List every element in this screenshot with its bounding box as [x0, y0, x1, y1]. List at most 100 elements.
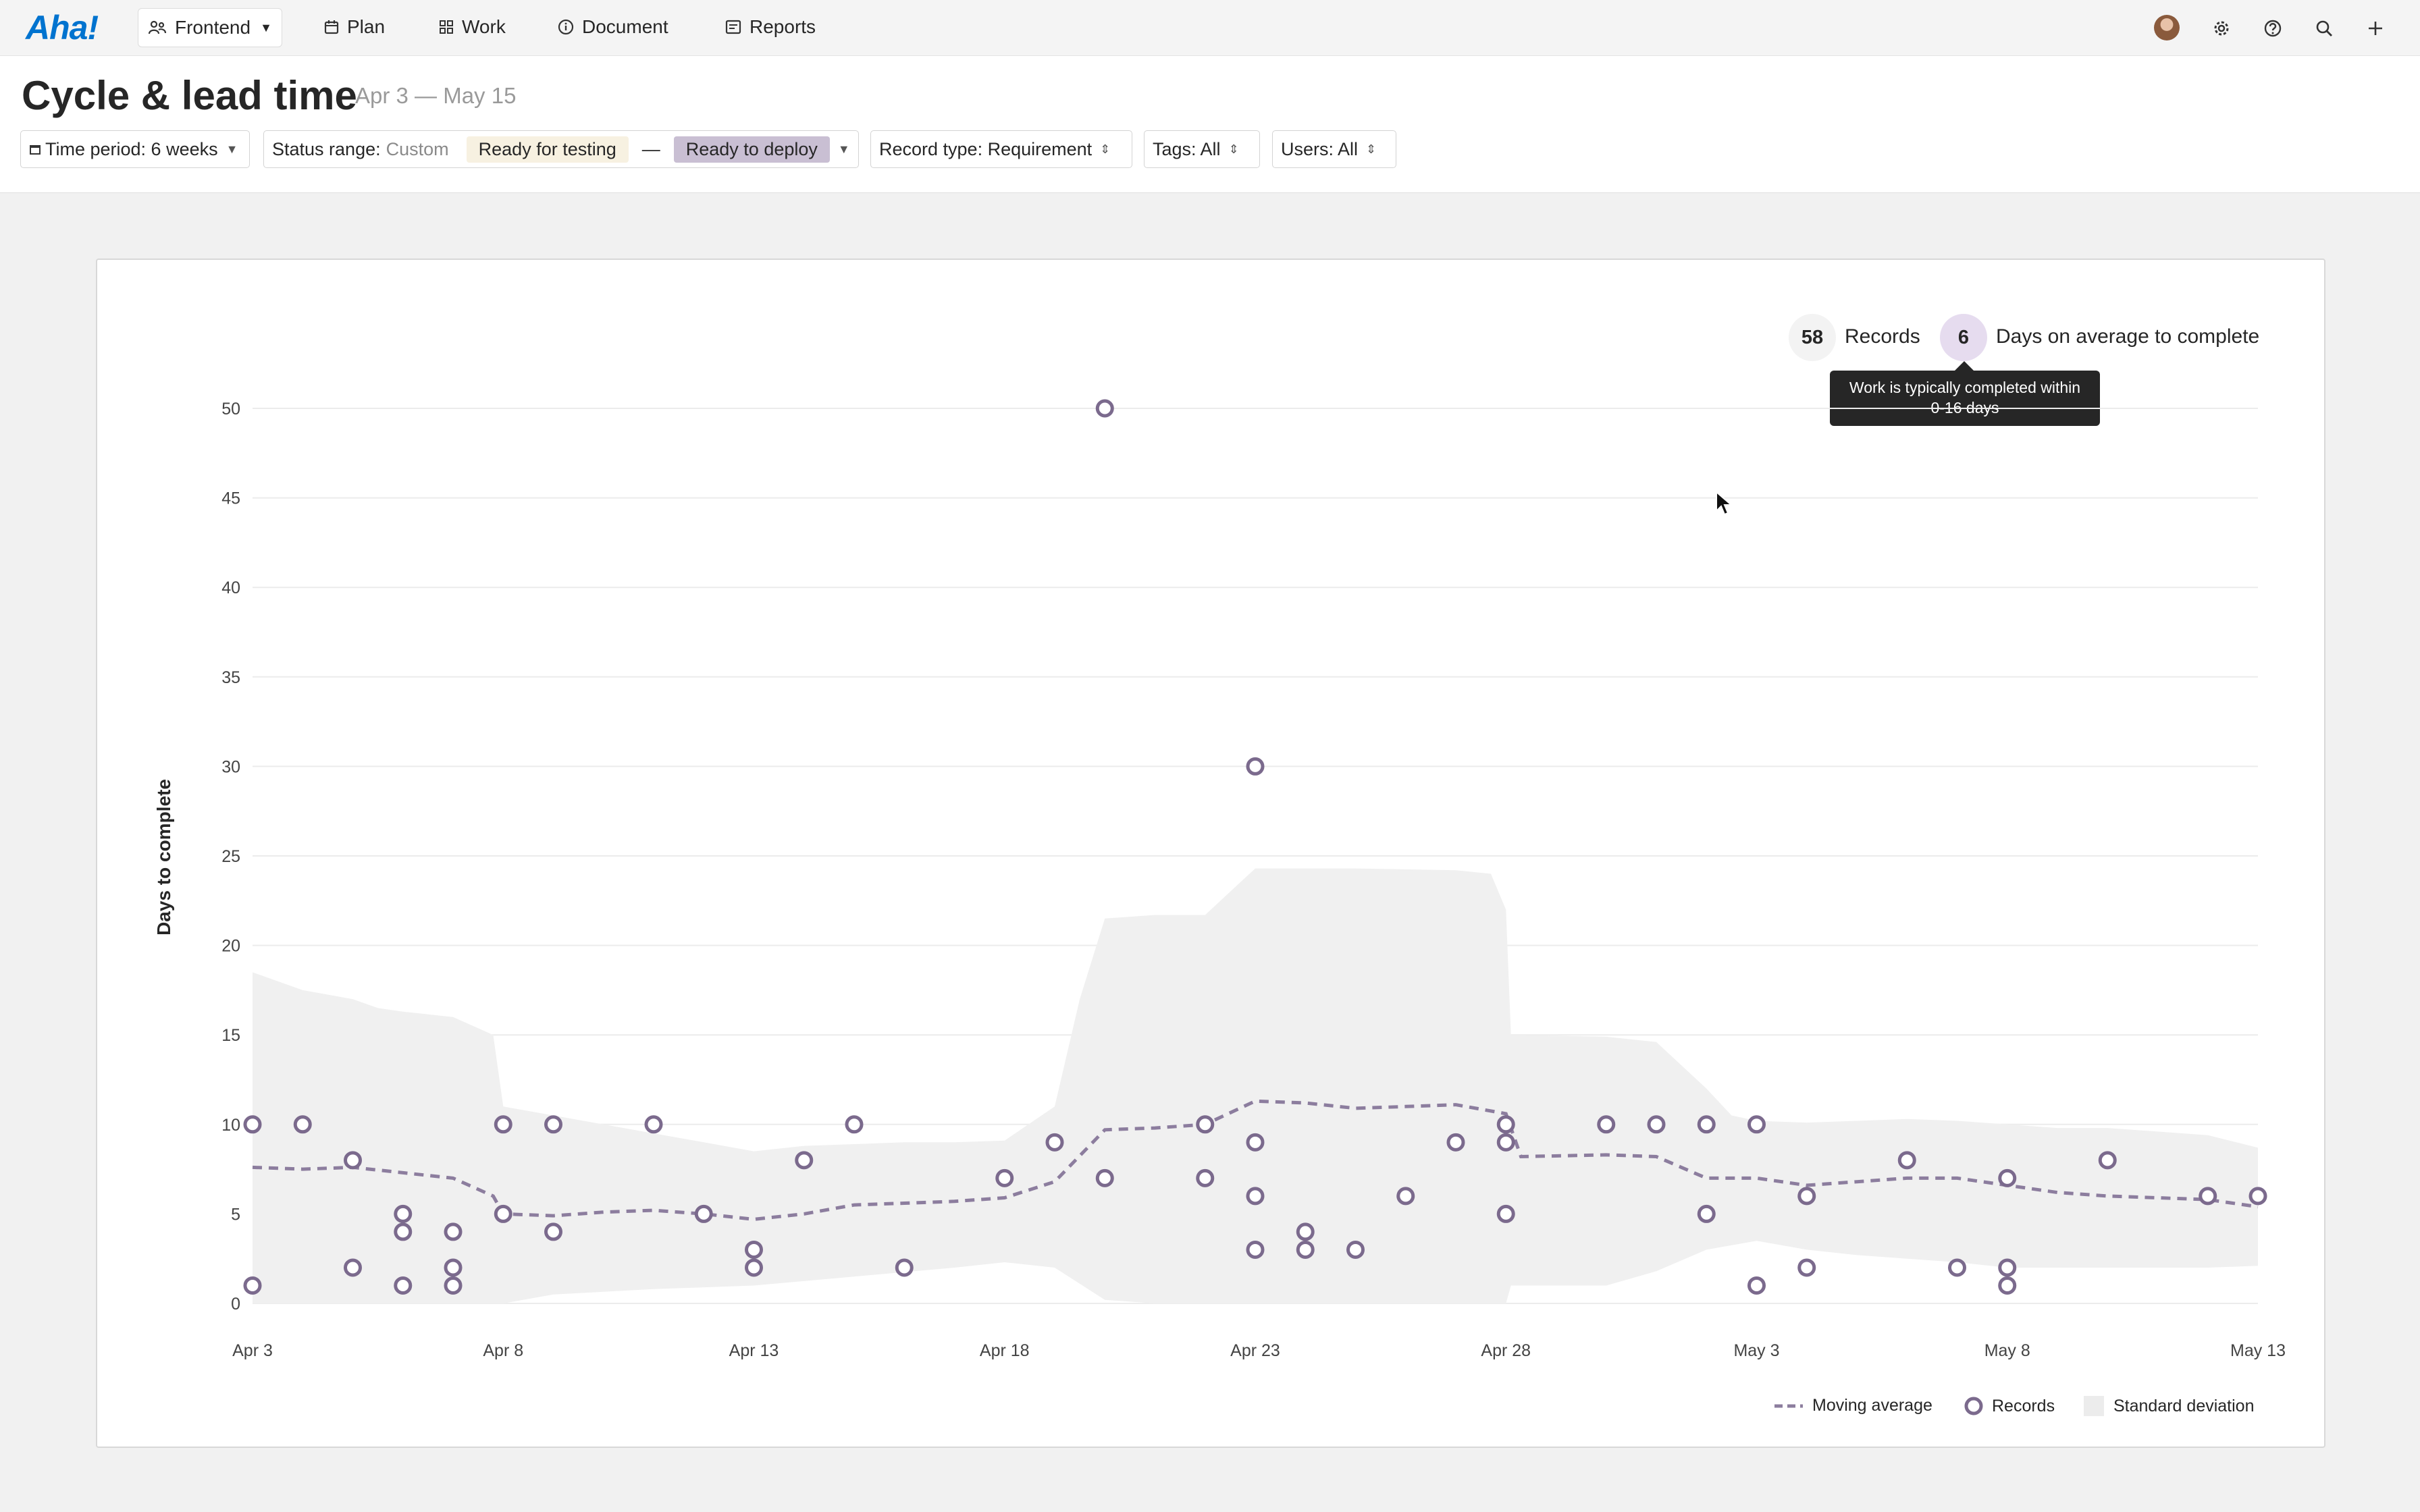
x-tick-label: Apr 13	[729, 1341, 779, 1360]
report-icon	[725, 20, 741, 34]
y-tick-label: 15	[221, 1026, 240, 1045]
status-range-filter[interactable]: Status range: Custom Ready for testing —…	[263, 130, 859, 168]
status-to-pill[interactable]: Ready to deploy	[673, 136, 830, 163]
record-point	[644, 1115, 663, 1134]
record-point	[1446, 1133, 1465, 1152]
records-count-badge: 58	[1789, 314, 1836, 361]
tags-label: Tags: All	[1153, 138, 1221, 159]
y-tick-label: 35	[221, 668, 240, 687]
nav-work-label: Work	[462, 16, 506, 37]
std-dev-band	[253, 868, 2258, 1303]
record-point	[394, 1222, 413, 1241]
calendar-icon	[30, 145, 41, 155]
workspace-name: Frontend	[175, 17, 251, 38]
x-tick-label: May 13	[2230, 1341, 2286, 1360]
help-icon[interactable]	[2259, 15, 2286, 42]
record-point	[1045, 1133, 1064, 1152]
record-point	[344, 1151, 362, 1170]
nav-document[interactable]: Document	[548, 8, 678, 46]
record-point	[2098, 1151, 2117, 1170]
x-tick-label: Apr 18	[980, 1341, 1030, 1360]
legend-records-label: Records	[1992, 1396, 2055, 1415]
record-point	[243, 1276, 262, 1295]
record-point	[1496, 1133, 1515, 1152]
avg-days-badge[interactable]: 6	[1940, 314, 1987, 361]
mouse-cursor-icon	[1716, 491, 1733, 516]
chevron-down-icon: ▼	[226, 142, 238, 156]
time-period-filter[interactable]: Time period: 6 weeks ▼	[20, 130, 250, 168]
report-header: Cycle & lead time Apr 3 — May 15 Time pe…	[0, 56, 2420, 193]
record-point	[1246, 757, 1265, 776]
record-point	[293, 1115, 312, 1134]
record-point	[1496, 1204, 1515, 1223]
tags-filter[interactable]: Tags: All ⇕	[1144, 130, 1260, 168]
moving-average-line	[252, 1099, 2259, 1221]
workspace-switcher[interactable]: Frontend ▼	[138, 8, 282, 47]
gear-icon[interactable]	[2208, 15, 2235, 42]
nav-reports[interactable]: Reports	[716, 8, 825, 46]
record-point	[795, 1151, 814, 1170]
record-point	[494, 1115, 512, 1134]
users-filter[interactable]: Users: All ⇕	[1272, 130, 1396, 168]
record-point	[895, 1258, 914, 1277]
record-point	[1697, 1115, 1716, 1134]
plus-icon[interactable]	[2362, 15, 2389, 42]
record-point	[444, 1276, 463, 1295]
calendar-icon	[324, 20, 339, 34]
record-point	[1095, 1168, 1114, 1187]
record-point	[544, 1115, 562, 1134]
user-avatar[interactable]	[2154, 15, 2180, 40]
record-point	[1747, 1276, 1766, 1295]
nav-plan-label: Plan	[347, 16, 386, 37]
aha-logo[interactable]: Aha!	[26, 9, 99, 47]
search-icon[interactable]	[2311, 15, 2338, 42]
team-icon	[148, 20, 167, 34]
status-separator: —	[641, 138, 660, 159]
tooltip-arrow	[1955, 361, 1974, 371]
chart-card: 58 Records 6 Days on average to complete…	[96, 259, 2325, 1448]
legend-records: Records	[1964, 1396, 2055, 1416]
record-point	[1246, 1240, 1265, 1259]
record-point	[1396, 1187, 1415, 1206]
record-points	[243, 399, 2267, 1295]
legend-moving-average-label: Moving average	[1812, 1396, 1932, 1415]
record-point	[745, 1240, 763, 1259]
record-point	[444, 1222, 463, 1241]
record-point	[845, 1115, 864, 1134]
y-tick-label: 5	[231, 1205, 240, 1224]
y-tick-label: 45	[221, 489, 240, 508]
record-point	[1797, 1187, 1816, 1206]
square-swatch-icon	[2084, 1396, 2104, 1416]
legend-std-dev: Standard deviation	[2084, 1396, 2254, 1416]
record-point	[544, 1222, 562, 1241]
x-tick-label: May 8	[1984, 1341, 2030, 1360]
record-point	[1797, 1258, 1816, 1277]
y-tick-label: 20	[221, 937, 240, 956]
nav-plan[interactable]: Plan	[315, 8, 394, 46]
record-point	[1296, 1222, 1315, 1241]
sort-arrows-icon: ⇕	[1366, 142, 1377, 156]
chevron-down-icon: ▼	[837, 142, 850, 156]
legend-std-dev-label: Standard deviation	[2113, 1396, 2255, 1415]
y-tick-label: 0	[231, 1295, 240, 1314]
status-range-label: Status range:	[272, 138, 381, 159]
record-type-filter[interactable]: Record type: Requirement ⇕	[870, 130, 1132, 168]
nav-reports-label: Reports	[749, 16, 816, 37]
sort-arrows-icon: ⇕	[1228, 142, 1239, 156]
record-type-label: Record type: Requirement	[879, 138, 1093, 159]
record-point	[1998, 1168, 2017, 1187]
record-point	[1496, 1115, 1515, 1134]
status-from-pill[interactable]: Ready for testing	[466, 136, 629, 163]
x-tick-label: Apr 28	[1481, 1341, 1531, 1360]
record-point	[444, 1258, 463, 1277]
record-point	[1948, 1258, 1966, 1277]
time-period-label: Time period: 6 weeks	[45, 138, 218, 159]
grid-icon	[440, 20, 453, 34]
x-tick-label: May 3	[1733, 1341, 1779, 1360]
record-point	[1897, 1151, 1916, 1170]
nav-work[interactable]: Work	[429, 8, 515, 46]
y-tick-label: 50	[221, 400, 240, 418]
record-point	[2199, 1187, 2217, 1206]
nav-document-label: Document	[582, 16, 668, 37]
